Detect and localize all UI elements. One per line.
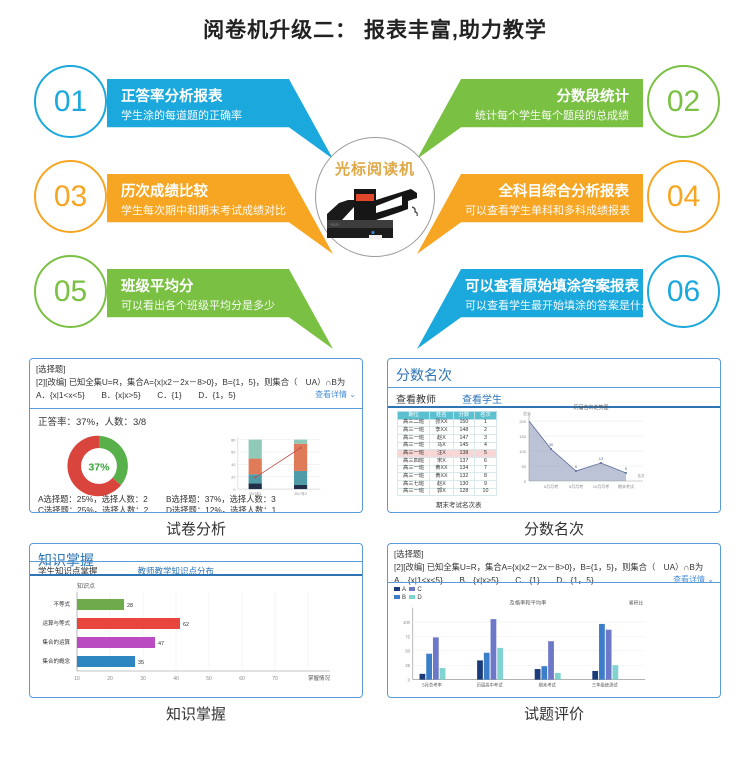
svg-text:50: 50 [206, 676, 212, 682]
svg-text:80: 80 [231, 438, 235, 442]
svg-text:47: 47 [158, 641, 164, 647]
svg-text:150: 150 [519, 434, 526, 439]
svg-text:75: 75 [405, 634, 410, 639]
svg-text:知识点: 知识点 [77, 582, 95, 590]
svg-text:60: 60 [231, 451, 235, 455]
svg-text:62: 62 [183, 622, 189, 628]
svg-text:历届名次走势图: 历届名次走势图 [573, 404, 608, 411]
svg-text:60: 60 [239, 676, 245, 682]
svg-text:40: 40 [231, 463, 235, 467]
svg-text:5月总考率: 5月总考率 [422, 681, 442, 688]
svg-text:及格率和平均率: 及格率和平均率 [510, 599, 547, 607]
svg-text:总分: 总分 [523, 410, 531, 416]
svg-text:20: 20 [231, 475, 235, 479]
svg-text:10: 10 [74, 676, 80, 682]
svg-text:5: 5 [625, 466, 628, 471]
svg-text:5月月考: 5月月考 [569, 483, 583, 489]
svg-text:100: 100 [403, 620, 411, 625]
svg-text:0: 0 [524, 479, 527, 484]
svg-text:不等式: 不等式 [53, 600, 70, 608]
svg-text:集合的概念: 集合的概念 [42, 657, 70, 665]
svg-text:期末考试: 期末考试 [539, 681, 557, 688]
svg-text:25: 25 [405, 663, 410, 668]
svg-text:掌握情况: 掌握情况 [308, 674, 331, 682]
svg-text:30: 30 [140, 676, 146, 682]
svg-text:历届高中考试: 历届高中考试 [477, 681, 503, 688]
svg-text:50: 50 [522, 464, 527, 469]
svg-text:37%: 37% [88, 462, 110, 474]
svg-text:2017年2: 2017年2 [294, 491, 307, 496]
svg-text:35: 35 [138, 660, 144, 666]
svg-text:名次: 名次 [638, 473, 646, 478]
svg-text:30: 30 [549, 442, 554, 447]
svg-text:200: 200 [519, 419, 526, 424]
svg-text:三年级统测试: 三年级统测试 [592, 681, 618, 688]
svg-text:期末考试: 期末考试 [618, 483, 634, 489]
svg-text:28: 28 [127, 603, 133, 609]
svg-text:100: 100 [519, 449, 526, 454]
svg-text:0: 0 [233, 488, 235, 492]
svg-text:40: 40 [173, 676, 179, 682]
svg-text:5月月考: 5月月考 [544, 483, 558, 489]
svg-text:50: 50 [405, 649, 410, 654]
svg-text:10月月考: 10月月考 [593, 483, 609, 489]
svg-text:运算与等式: 运算与等式 [42, 619, 70, 627]
svg-text:集合的运算: 集合的运算 [42, 638, 70, 646]
svg-text:累积比: 累积比 [629, 600, 644, 607]
svg-text:70: 70 [272, 676, 278, 682]
svg-text:YBJY: YBJY [330, 223, 340, 227]
svg-text:20: 20 [107, 676, 113, 682]
svg-text:13: 13 [599, 456, 604, 461]
svg-text:6: 6 [575, 464, 578, 469]
svg-text:0: 0 [408, 678, 411, 683]
